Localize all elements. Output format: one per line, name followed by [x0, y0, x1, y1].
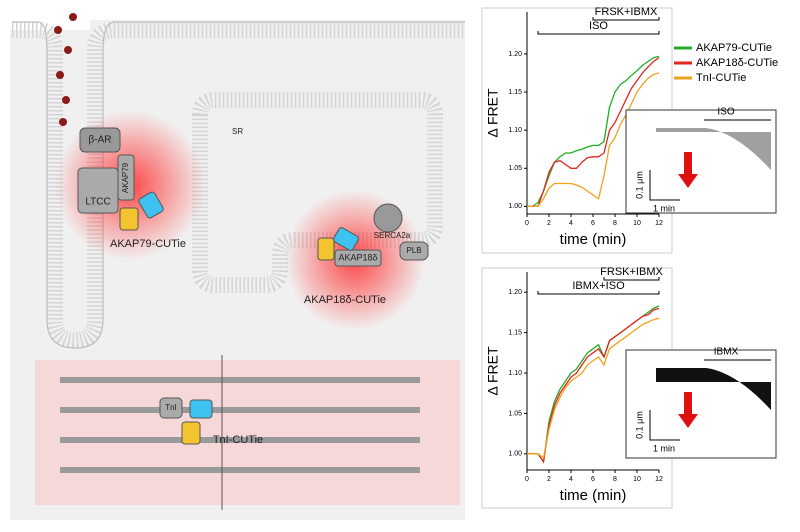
label: AKAP18δ [338, 252, 377, 262]
label: TnI-CUTie [213, 434, 263, 446]
annotation-bar [537, 31, 660, 35]
x-tick-label: 6 [591, 220, 595, 227]
x-axis-label: time (min) [560, 487, 627, 504]
label: PLB [406, 246, 421, 255]
annotation-bar [603, 277, 660, 281]
x-tick-label: 8 [613, 220, 617, 227]
inset-label: IBMX [714, 347, 739, 358]
legend-label: AKAP79-CUTie [696, 42, 772, 54]
label: TnI [165, 403, 177, 412]
filaments [60, 377, 420, 473]
y-tick-label: 1.20 [508, 51, 522, 58]
series-line [527, 317, 660, 460]
inset-label: ISO [717, 107, 734, 118]
sensor-yellow [181, 421, 201, 445]
inset-frame [625, 109, 777, 214]
arrow [678, 392, 698, 428]
label: SR [232, 127, 243, 136]
sensor-yellow [317, 237, 335, 261]
ligands [54, 13, 77, 126]
x-tick-label: 8 [613, 476, 617, 483]
series-line [527, 307, 660, 464]
x-tick-label: 12 [655, 476, 663, 483]
x-axis-label: time (min) [560, 231, 627, 248]
pump [373, 203, 403, 233]
tni [159, 397, 183, 419]
annotation-label: ISO [589, 20, 608, 32]
annotation-label: IBMX+ISO [572, 280, 625, 292]
sensor-yellow [119, 207, 139, 231]
scale-y-label: 0.1 μm [634, 411, 644, 439]
x-tick-label: 4 [569, 476, 573, 483]
y-tick-label: 1.10 [508, 127, 522, 134]
label: AKAP79 [121, 162, 130, 193]
anchor [334, 249, 382, 267]
sensor-cyan [138, 191, 164, 219]
inset-trace [656, 368, 771, 410]
annotation-label: FRSK+IBMX [595, 6, 658, 18]
x-tick-label: 6 [591, 476, 595, 483]
x-tick-label: 2 [547, 220, 551, 227]
inset-trace [656, 128, 771, 170]
membrane-edge [12, 21, 465, 349]
y-tick-label: 1.15 [508, 329, 522, 336]
annotation-bar [537, 291, 660, 295]
series-line [527, 55, 660, 208]
y-axis-label: Δ FRET [485, 346, 501, 395]
x-tick-label: 2 [547, 476, 551, 483]
scale-bar [649, 410, 680, 441]
series-line [527, 57, 660, 208]
legend-label: TnI-CUTie [696, 72, 746, 84]
sarcolemma [12, 22, 465, 349]
series-line [527, 72, 660, 208]
y-tick-label: 1.10 [508, 370, 522, 377]
legend-label: AKAP18δ-CUTie [696, 57, 778, 69]
label: AKAP79-CUTie [110, 238, 186, 250]
annotation-label: FRSK+IBMX [600, 266, 663, 278]
plb [399, 241, 429, 261]
x-tick-label: 10 [633, 476, 641, 483]
x-tick-label: 10 [633, 220, 641, 227]
sensor-cyan [333, 227, 359, 251]
scale-y-label: 0.1 μm [634, 171, 644, 199]
x-tick-label: 0 [525, 476, 529, 483]
y-tick-label: 1.15 [508, 89, 522, 96]
y-tick-label: 1.00 [508, 203, 522, 210]
y-tick-label: 1.20 [508, 289, 522, 296]
y-tick-label: 1.00 [508, 451, 522, 458]
label: AKAP18δ-CUTie [304, 294, 386, 306]
sensor-cyan [189, 399, 213, 419]
receptor [79, 127, 121, 153]
y-axis-label: Δ FRET [485, 88, 501, 137]
arrow [678, 152, 698, 188]
scale-bar [649, 170, 680, 201]
y-tick-label: 1.05 [508, 410, 522, 417]
inset-frame [625, 349, 777, 459]
x-tick-label: 12 [655, 220, 663, 227]
x-tick-label: 4 [569, 220, 573, 227]
annotation-bar [592, 17, 660, 21]
x-tick-label: 0 [525, 220, 529, 227]
label: LTCC [85, 197, 110, 208]
anchor [117, 154, 135, 201]
cell-diagram: β-AR AKAP79 LTCC AKAP79-CUTie SR SERCA2a… [10, 13, 465, 520]
label: β-AR [89, 135, 112, 146]
sarcomere [35, 360, 460, 505]
scale-x-label: 1 min [653, 443, 675, 453]
y-tick-label: 1.05 [508, 165, 522, 172]
scale-x-label: 1 min [653, 203, 675, 213]
label: SERCA2a [374, 231, 411, 240]
